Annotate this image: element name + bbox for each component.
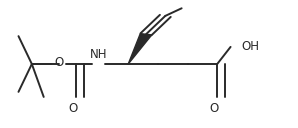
Text: O: O [209, 102, 219, 115]
Text: OH: OH [241, 40, 259, 53]
Text: O: O [54, 56, 63, 69]
Text: NH: NH [90, 48, 107, 61]
Polygon shape [128, 34, 152, 64]
Text: O: O [69, 102, 78, 115]
